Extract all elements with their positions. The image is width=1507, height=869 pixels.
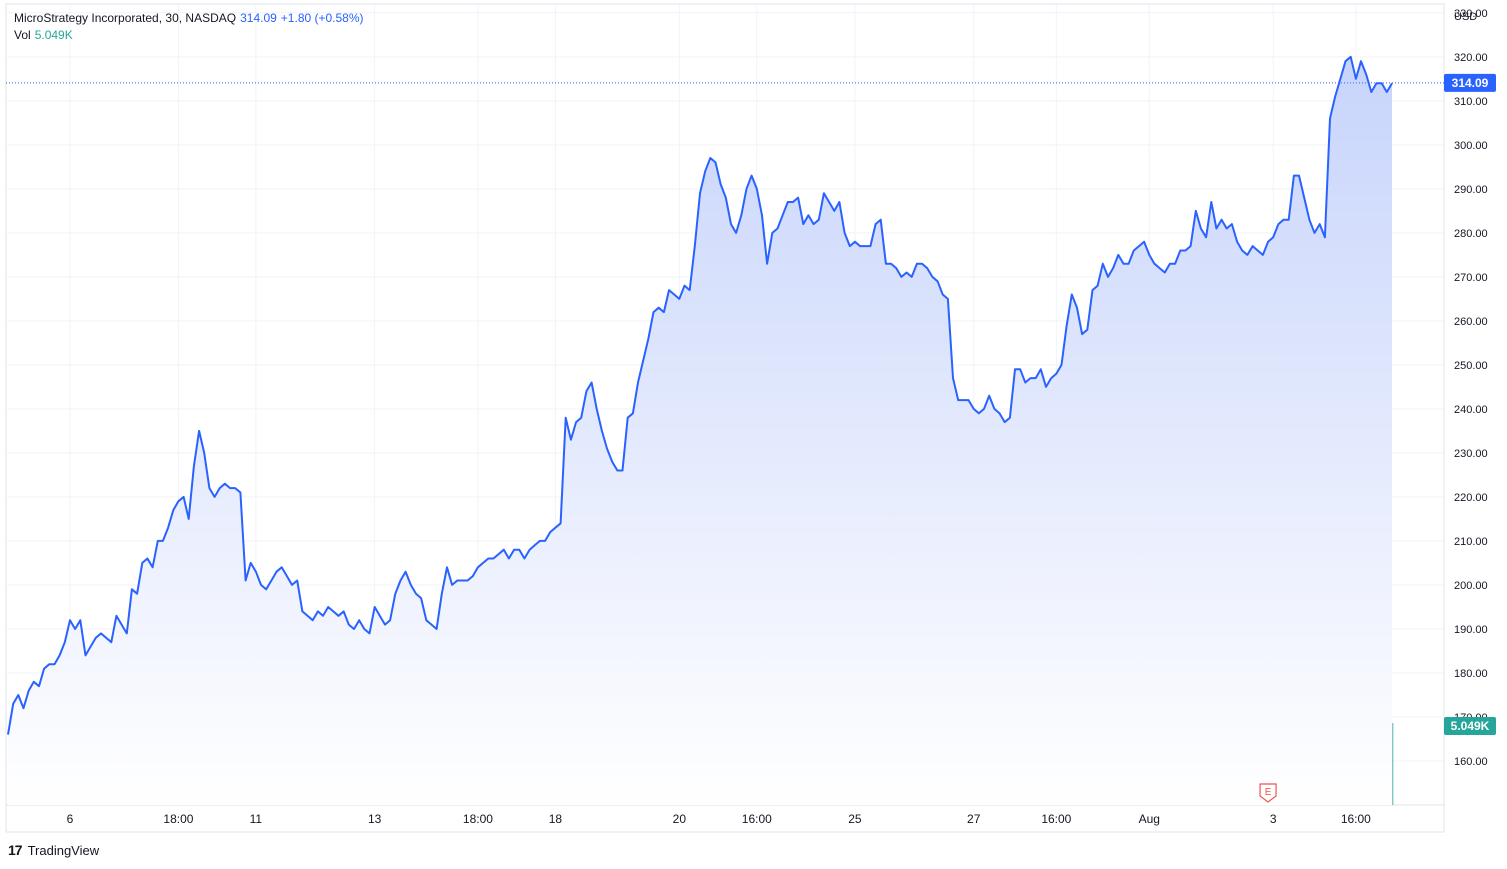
footer[interactable]: 17 TradingView	[8, 842, 99, 858]
y-tick-label: 210.00	[1454, 536, 1488, 548]
currency-label: USD	[1454, 11, 1477, 23]
x-tick-label: 16:00	[1341, 812, 1371, 826]
earnings-marker-label: E	[1265, 787, 1272, 798]
y-tick-label: 160.00	[1454, 756, 1488, 768]
y-tick-label: 310.00	[1454, 96, 1488, 108]
y-tick-label: 280.00	[1454, 228, 1488, 240]
legend: MicroStrategy Incorporated, 30, NASDAQ 31…	[14, 10, 364, 44]
earnings-marker-icon[interactable]	[1259, 783, 1277, 803]
legend-vol-value: 5.049K	[34, 28, 73, 42]
y-tick-label: 330.00	[1454, 8, 1488, 20]
y-tick-label: 260.00	[1454, 316, 1488, 328]
legend-row-volume: Vol 5.049K	[14, 27, 364, 44]
legend-last-price: 314.09	[240, 11, 277, 25]
last-price-badge	[1444, 73, 1496, 92]
last-price-badge-label: 314.09	[1452, 76, 1489, 90]
y-tick-label: 180.00	[1454, 668, 1488, 680]
x-tick-label: 13	[368, 812, 382, 826]
x-tick-label: 3	[1270, 812, 1277, 826]
last-volume-badge	[1444, 717, 1496, 735]
x-tick-label: 18:00	[463, 812, 493, 826]
x-tick-label: 20	[673, 812, 687, 826]
y-tick-label: 300.00	[1454, 140, 1488, 152]
y-tick-label: 240.00	[1454, 404, 1488, 416]
x-tick-label: 18:00	[163, 812, 193, 826]
time-axis[interactable]: 6 18:00 11 13 18:00 18 20 16:00 25 27 16:00 Aug 3 16:…	[67, 812, 1372, 826]
y-tick-label: 200.00	[1454, 580, 1488, 592]
x-tick-label: 6	[67, 812, 74, 826]
x-tick-label: 16:00	[742, 812, 772, 826]
x-tick-label: 25	[848, 812, 862, 826]
legend-symbol: MicroStrategy Incorporated, 30, NASDAQ	[14, 11, 237, 25]
x-tick-label: 16:00	[1041, 812, 1071, 826]
legend-change: +1.80 (+0.58%)	[280, 11, 364, 25]
y-tick-label: 190.00	[1454, 624, 1488, 636]
event-markers[interactable]: E	[1259, 783, 1277, 803]
x-tick-label: 18	[549, 812, 563, 826]
x-tick-label: 11	[250, 812, 263, 826]
tradingview-logo-icon[interactable]: 17	[8, 842, 23, 858]
y-tick-label: 320.00	[1454, 52, 1488, 64]
price-area	[8, 56, 1392, 806]
brand-name[interactable]: TradingView	[27, 842, 100, 858]
y-tick-label: 230.00	[1454, 448, 1488, 460]
x-tick-label: Aug	[1139, 812, 1160, 826]
price-line	[7, 55, 1393, 735]
legend-vol-label: Vol	[14, 28, 31, 42]
y-tick-label: 290.00	[1454, 184, 1488, 196]
y-tick-label: 250.00	[1454, 360, 1488, 372]
last-volume-badge-label: 5.049K	[1451, 719, 1490, 733]
x-tick-label: 27	[967, 812, 981, 826]
legend-row-price: MicroStrategy Incorporated, 30, NASDAQ 31…	[14, 10, 364, 27]
price-axis[interactable]: USD160.00170.00180.00190.00200.00210.002…	[1444, 8, 1496, 768]
y-tick-label: 220.00	[1454, 492, 1488, 504]
y-tick-label: 270.00	[1454, 272, 1488, 284]
